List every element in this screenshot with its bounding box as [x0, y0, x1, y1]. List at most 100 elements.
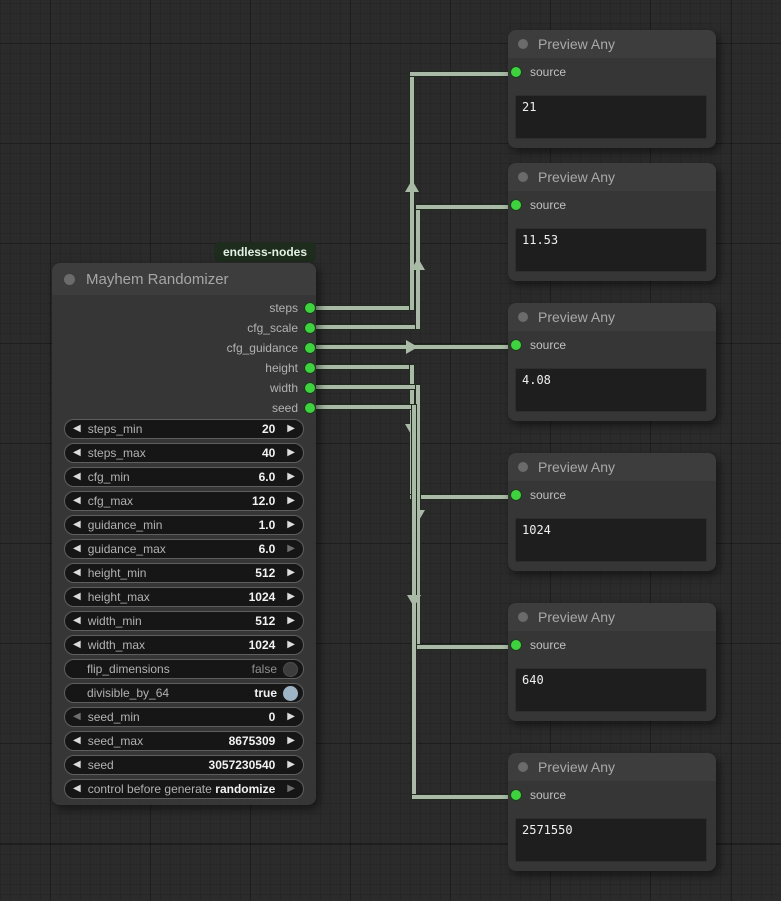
- input-dot-icon[interactable]: [511, 640, 521, 650]
- output-dot-icon[interactable]: [305, 383, 315, 393]
- input-dot-icon[interactable]: [511, 67, 521, 77]
- preview-text-area[interactable]: 4.08: [515, 368, 707, 412]
- output-dot-icon[interactable]: [305, 363, 315, 373]
- increment-arrow-icon[interactable]: ▶: [287, 615, 295, 626]
- widget-seed-max[interactable]: ◀ seed_max 8675309 ▶: [64, 731, 304, 751]
- increment-arrow-icon[interactable]: ▶: [287, 639, 295, 650]
- mayhem-randomizer-node[interactable]: Mayhem Randomizer steps cfg_scale cfg_gu…: [52, 263, 316, 805]
- output-dot-icon[interactable]: [305, 323, 315, 333]
- node-titlebar[interactable]: Preview Any: [508, 163, 716, 191]
- increment-arrow-icon[interactable]: ▶: [287, 711, 295, 722]
- widget-cfg-max[interactable]: ◀ cfg_max 12.0 ▶: [64, 491, 304, 511]
- increment-arrow-icon[interactable]: ▶: [287, 423, 295, 434]
- widget-guidance-min[interactable]: ◀ guidance_min 1.0 ▶: [64, 515, 304, 535]
- decrement-arrow-icon[interactable]: ◀: [73, 639, 81, 650]
- input-dot-icon[interactable]: [511, 790, 521, 800]
- widget-value[interactable]: 1.0: [258, 518, 276, 532]
- widget-value[interactable]: randomize: [215, 782, 276, 796]
- widget-value[interactable]: 512: [255, 566, 276, 580]
- collapse-dot-icon[interactable]: [518, 612, 528, 622]
- collapse-dot-icon[interactable]: [518, 312, 528, 322]
- next-option-arrow-icon[interactable]: ▶: [287, 783, 295, 794]
- widget-flip-dimensions[interactable]: flip_dimensions false: [64, 659, 304, 679]
- decrement-arrow-icon[interactable]: ◀: [73, 591, 81, 602]
- increment-arrow-icon[interactable]: ▶: [287, 447, 295, 458]
- node-titlebar[interactable]: Preview Any: [508, 303, 716, 331]
- preview-text-area[interactable]: 11.53: [515, 228, 707, 272]
- collapse-dot-icon[interactable]: [518, 762, 528, 772]
- increment-arrow-icon[interactable]: ▶: [287, 759, 295, 770]
- increment-arrow-icon[interactable]: ▶: [287, 495, 295, 506]
- collapse-dot-icon[interactable]: [518, 39, 528, 49]
- decrement-arrow-icon[interactable]: ◀: [73, 543, 81, 554]
- widget-value[interactable]: 12.0: [251, 494, 276, 508]
- preview-any-node-5[interactable]: Preview Any source 640: [508, 603, 716, 721]
- collapse-dot-icon[interactable]: [518, 462, 528, 472]
- widget-divisible-by-64[interactable]: divisible_by_64 true: [64, 683, 304, 703]
- widget-value[interactable]: 1024: [248, 638, 276, 652]
- widget-guidance-max[interactable]: ◀ guidance_max 6.0 ▶: [64, 539, 304, 559]
- preview-any-node-6[interactable]: Preview Any source 2571550: [508, 753, 716, 871]
- preview-any-node-3[interactable]: Preview Any source 4.08: [508, 303, 716, 421]
- decrement-arrow-icon[interactable]: ◀: [73, 447, 81, 458]
- widget-value[interactable]: 0: [268, 710, 276, 724]
- preview-any-node-1[interactable]: Preview Any source 21: [508, 30, 716, 148]
- output-dot-icon[interactable]: [305, 343, 315, 353]
- widget-height-min[interactable]: ◀ height_min 512 ▶: [64, 563, 304, 583]
- decrement-arrow-icon[interactable]: ◀: [73, 471, 81, 482]
- output-dot-icon[interactable]: [305, 303, 315, 313]
- widget-seed[interactable]: ◀ seed 3057230540 ▶: [64, 755, 304, 775]
- decrement-arrow-icon[interactable]: ◀: [73, 711, 81, 722]
- preview-any-node-2[interactable]: Preview Any source 11.53: [508, 163, 716, 281]
- decrement-arrow-icon[interactable]: ◀: [73, 735, 81, 746]
- widget-value[interactable]: 512: [255, 614, 276, 628]
- widget-seed-min[interactable]: ◀ seed_min 0 ▶: [64, 707, 304, 727]
- node-titlebar[interactable]: Preview Any: [508, 453, 716, 481]
- preview-text-area[interactable]: 21: [515, 95, 707, 139]
- widget-value[interactable]: 20: [261, 422, 276, 436]
- decrement-arrow-icon[interactable]: ◀: [73, 759, 81, 770]
- input-dot-icon[interactable]: [511, 490, 521, 500]
- widget-value[interactable]: 6.0: [258, 470, 276, 484]
- decrement-arrow-icon[interactable]: ◀: [73, 423, 81, 434]
- output-dot-icon[interactable]: [305, 403, 315, 413]
- widget-value[interactable]: 6.0: [258, 542, 276, 556]
- preview-text-area[interactable]: 640: [515, 668, 707, 712]
- input-dot-icon[interactable]: [511, 200, 521, 210]
- input-dot-icon[interactable]: [511, 340, 521, 350]
- widget-width-min[interactable]: ◀ width_min 512 ▶: [64, 611, 304, 631]
- node-titlebar[interactable]: Mayhem Randomizer: [52, 263, 316, 295]
- toggle-on-icon[interactable]: [283, 685, 298, 701]
- increment-arrow-icon[interactable]: ▶: [287, 591, 295, 602]
- widget-value[interactable]: 8675309: [228, 734, 276, 748]
- decrement-arrow-icon[interactable]: ◀: [73, 519, 81, 530]
- decrement-arrow-icon[interactable]: ◀: [73, 567, 81, 578]
- widget-control-before-generate[interactable]: ◀ control before generate randomize ▶: [64, 779, 304, 799]
- preview-text-area[interactable]: 2571550: [515, 818, 707, 862]
- widget-cfg-min[interactable]: ◀ cfg_min 6.0 ▶: [64, 467, 304, 487]
- node-titlebar[interactable]: Preview Any: [508, 753, 716, 781]
- increment-arrow-icon[interactable]: ▶: [287, 735, 295, 746]
- prev-option-arrow-icon[interactable]: ◀: [73, 783, 81, 794]
- toggle-off-icon[interactable]: [283, 661, 298, 677]
- widget-steps-max[interactable]: ◀ steps_max 40 ▶: [64, 443, 304, 463]
- widget-value[interactable]: 40: [261, 446, 276, 460]
- decrement-arrow-icon[interactable]: ◀: [73, 615, 81, 626]
- collapse-dot-icon[interactable]: [64, 273, 75, 285]
- decrement-arrow-icon[interactable]: ◀: [73, 495, 81, 506]
- increment-arrow-icon[interactable]: ▶: [287, 471, 295, 482]
- collapse-dot-icon[interactable]: [518, 172, 528, 182]
- widget-value[interactable]: 1024: [248, 590, 276, 604]
- widget-height-max[interactable]: ◀ height_max 1024 ▶: [64, 587, 304, 607]
- preview-any-node-4[interactable]: Preview Any source 1024: [508, 453, 716, 571]
- increment-arrow-icon[interactable]: ▶: [287, 519, 295, 530]
- widget-value[interactable]: 3057230540: [208, 758, 276, 772]
- increment-arrow-icon[interactable]: ▶: [287, 543, 295, 554]
- widget-steps-min[interactable]: ◀ steps_min 20 ▶: [64, 419, 304, 439]
- node-titlebar[interactable]: Preview Any: [508, 30, 716, 58]
- node-titlebar[interactable]: Preview Any: [508, 603, 716, 631]
- increment-arrow-icon[interactable]: ▶: [287, 567, 295, 578]
- preview-text-area[interactable]: 1024: [515, 518, 707, 562]
- widget-width-max[interactable]: ◀ width_max 1024 ▶: [64, 635, 304, 655]
